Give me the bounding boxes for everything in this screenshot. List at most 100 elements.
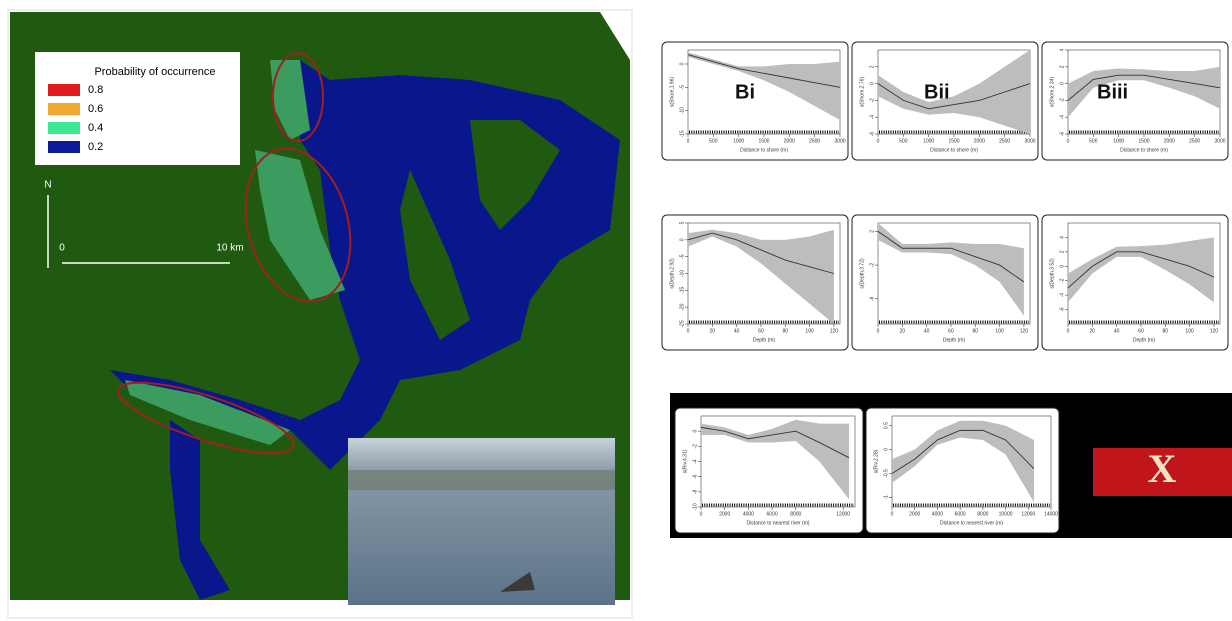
river — [170, 420, 230, 600]
photo-shore — [348, 470, 615, 490]
excluded-mark: X — [1148, 446, 1177, 491]
y-tick-label: -25 — [679, 320, 685, 327]
x-tick-label: 3000 — [834, 138, 845, 144]
y-tick-label: 2 — [869, 65, 875, 68]
confidence-band — [892, 420, 1034, 503]
x-tick-label: 0 — [700, 511, 703, 517]
y-tick-label: -2 — [869, 263, 875, 268]
x-tick-label: 20 — [900, 328, 906, 334]
fit-line — [1067, 251, 1215, 289]
x-tick-label: 3000 — [1214, 138, 1225, 144]
y-tick-label: -4 — [692, 459, 698, 464]
x-tick-label: 8000 — [977, 511, 988, 517]
x-tick-label: 500 — [709, 138, 718, 144]
confidence-band — [878, 50, 1030, 134]
x-tick-label: 8000 — [790, 511, 801, 517]
x-tick-label: 60 — [1138, 328, 1144, 334]
legend-swatch — [48, 141, 80, 153]
x-tick-label: 2000 — [784, 138, 795, 144]
y-tick-label: 4 — [1059, 48, 1065, 51]
x-tick-label: 0 — [877, 138, 880, 144]
photo-inset — [348, 438, 615, 605]
plot-panel: 0 20 40 60 80 100 120 2 -2 -6 Depth (m) s(Depth,3.7… — [851, 214, 1039, 351]
legend-swatch — [48, 122, 80, 134]
fit-line — [877, 83, 1031, 110]
y-tick-label: 0 — [692, 430, 698, 433]
y-tick-label: 2 — [869, 230, 875, 233]
photo-dolphin — [500, 572, 535, 592]
y-tick-label: -1 — [883, 495, 889, 500]
y-axis-label: s(Riv,2.28) — [873, 449, 879, 473]
legend-label: 0.4 — [88, 122, 103, 134]
x-tick-label: 0 — [1067, 328, 1070, 334]
legend-items: 0.8 0.6 0.4 0.2 — [48, 84, 103, 153]
plot-panel: 0 2000 4000 6000 8000 12000 0 -2 -4 -6 -8 -10 Distan… — [674, 407, 864, 534]
plot-panels: 0 500 1000 1500 2000 2500 30000-5-10-15Distanc… — [661, 41, 1229, 534]
y-tick-label: -10 — [679, 270, 685, 277]
fit-line — [700, 426, 850, 459]
x-tick-label: 2000 — [909, 511, 920, 517]
x-axis-label: Distance to nearest river (m) — [746, 520, 809, 526]
y-tick-label: -6 — [692, 474, 698, 479]
scale-end: 10 km — [216, 243, 243, 254]
y-axis-label: s(Depth,3.72) — [859, 258, 865, 289]
map: Probability of occurrence 0.8 0.6 0.4 0.2 N… — [7, 9, 633, 619]
y-tick-label: -20 — [679, 303, 685, 310]
x-tick-label: 120 — [830, 328, 839, 334]
x-tick-label: 60 — [758, 328, 764, 334]
y-tick-label: 0 — [883, 448, 889, 451]
plot-panel: 0 500 1000 1500 2000 2500 3000 0 -5 -10 -15 Distanc… — [661, 41, 849, 161]
x-tick-label: 100 — [805, 328, 814, 334]
y-tick-label: -10 — [679, 107, 685, 114]
confidence-band — [1068, 237, 1214, 303]
excluded-box — [1093, 448, 1232, 496]
legend-label: 0.2 — [88, 141, 103, 153]
x-tick-label: 2500 — [1189, 138, 1200, 144]
y-tick-label: 2 — [1059, 65, 1065, 68]
x-axis-label: Depth (m) — [1133, 337, 1156, 343]
plot-panel: 0 500 1000 1500 2000 2500 3000 -6 -4 -2 0 2 4 Distanc… — [1041, 41, 1229, 161]
legend-swatch — [48, 103, 80, 115]
y-axis-label: s(Depth,2.92) — [669, 258, 675, 289]
y-tick-label: -4 — [1059, 293, 1065, 298]
y-tick-label: 0 — [679, 62, 685, 65]
x-tick-label: 0 — [687, 138, 690, 144]
y-tick-label: 5 — [679, 221, 685, 224]
x-tick-label: 0 — [687, 328, 690, 334]
x-tick-label: 120 — [1020, 328, 1029, 334]
x-tick-label: 6000 — [955, 511, 966, 517]
x-axis-label: Depth (m) — [753, 337, 776, 343]
confidence-band — [1068, 66, 1220, 118]
y-axis-label: s(Riv,4.31) — [682, 449, 688, 473]
x-axis-label: Depth (m) — [943, 337, 966, 343]
y-tick-label: -15 — [679, 287, 685, 294]
hotspot — [125, 380, 290, 445]
y-tick-label: 4 — [1059, 236, 1065, 239]
y-tick-label: 0 — [1059, 265, 1065, 268]
x-tick-label: 20 — [710, 328, 716, 334]
plot-frame — [877, 222, 1031, 325]
y-axis-label: s(Shore,1.96) — [669, 77, 675, 108]
y-tick-label: -2 — [1059, 98, 1065, 103]
x-tick-label: 12000 — [1021, 511, 1035, 517]
legend-title: Probability of occurrence — [94, 66, 215, 78]
plot-panel: 0 20 40 60 80 100 120 5 0 -5 -10 -15 -20 -25 Depth (m)… — [661, 214, 849, 351]
x-tick-label: 2000 — [974, 138, 985, 144]
y-tick-label: -15 — [679, 130, 685, 137]
x-tick-label: 2500 — [809, 138, 820, 144]
highlight-ellipse — [117, 381, 295, 455]
x-axis-label: Distance to nearest river (m) — [940, 520, 1003, 526]
x-tick-label: 60 — [948, 328, 954, 334]
fit-line — [687, 54, 841, 88]
plot-panel: 0 20 40 60 80 100 120 -6 -4 -2 0 2 4 Depth (m) s(Depth… — [1041, 214, 1229, 351]
y-tick-label: 2 — [1059, 250, 1065, 253]
x-tick-label: 1000 — [923, 138, 934, 144]
x-tick-label: 100 — [995, 328, 1004, 334]
confidence-band — [688, 229, 834, 324]
y-tick-label: -2 — [692, 444, 698, 449]
x-tick-label: 0 — [1067, 138, 1070, 144]
y-tick-label: -8 — [692, 489, 698, 494]
x-tick-label: 12000 — [836, 511, 850, 517]
y-tick-label: -4 — [869, 115, 875, 120]
x-tick-label: 2500 — [999, 138, 1010, 144]
